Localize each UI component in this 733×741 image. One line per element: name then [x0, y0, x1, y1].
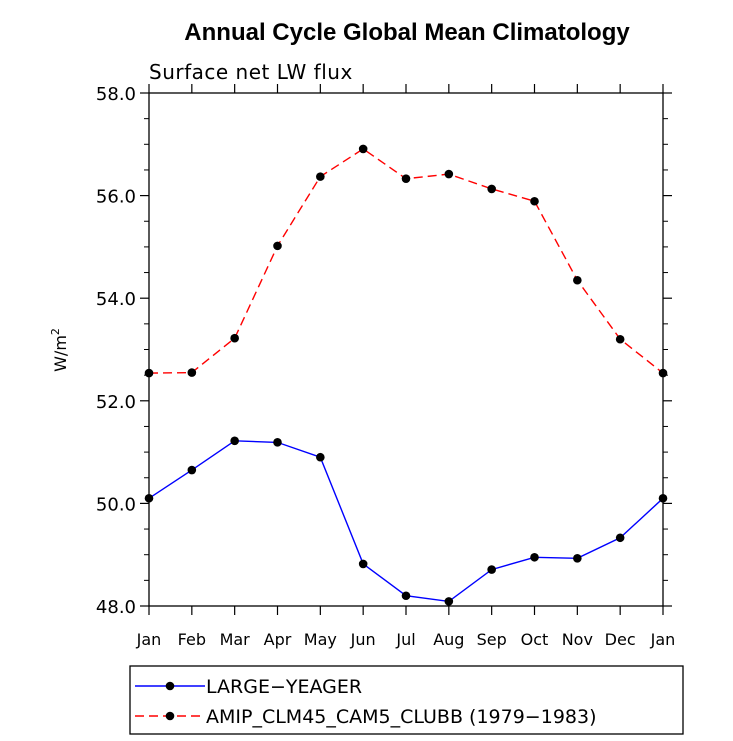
- y-tick-label: 58.0: [96, 84, 136, 105]
- x-tick-label: Dec: [605, 630, 636, 649]
- data-point-series-1: [658, 493, 668, 503]
- y-tick-label: 52.0: [96, 392, 136, 413]
- data-point-series-2: [401, 174, 411, 183]
- data-point-series-2: [358, 144, 368, 154]
- x-tick-label: Jul: [395, 630, 415, 649]
- axis-ticks: 48.0 50.0 52.0 54.0 56.0 58.0 Jan Feb Mar Apr May J…: [96, 84, 675, 649]
- x-tick-label: Aug: [433, 630, 464, 649]
- x-tick-label: Mar: [220, 630, 251, 649]
- x-tick-label: Oct: [521, 630, 549, 649]
- data-point-series-2: [530, 196, 539, 206]
- data-point-series-2: [230, 333, 239, 343]
- legend-marker-1: [165, 681, 175, 691]
- x-tick-label: Sep: [477, 630, 507, 649]
- y-axis-label-superscript: 2: [49, 328, 62, 335]
- chart-title: Annual Cycle Global Mean Climatology: [184, 19, 630, 46]
- x-tick-label: May: [304, 630, 337, 649]
- y-tick-label: 50.0: [96, 494, 136, 515]
- data-point-series-2: [316, 172, 325, 181]
- y-tick-label: 54.0: [96, 289, 136, 310]
- x-tick-label: Feb: [178, 630, 206, 649]
- data-point-series-2: [615, 334, 625, 344]
- series-line-1: [148, 440, 664, 603]
- data-point-series-1: [615, 533, 625, 543]
- data-point-series-2: [573, 275, 582, 285]
- legend-box: [129, 665, 684, 735]
- data-point-series-1: [573, 553, 582, 563]
- series-layer: [144, 144, 668, 606]
- x-tick-label: Jan: [650, 630, 676, 649]
- data-point-series-1: [487, 565, 496, 574]
- data-point-series-1: [358, 559, 368, 569]
- y-tick-label: 56.0: [96, 187, 136, 208]
- data-point-series-1: [530, 552, 539, 562]
- legend: LARGE−YEAGER AMIP_CLM45_CAM5_CLUBB (1979−…: [135, 676, 597, 728]
- x-tick-label: Jan: [136, 630, 162, 649]
- plot-frame: [148, 92, 664, 607]
- y-tick-label: 48.0: [96, 597, 136, 618]
- data-point-series-1: [444, 597, 454, 606]
- chart-subtitle: Surface net LW flux: [149, 60, 353, 84]
- data-point-series-1: [230, 436, 239, 446]
- data-point-series-2: [487, 184, 496, 194]
- legend-label-2: AMIP_CLM45_CAM5_CLUBB (1979−1983): [206, 706, 597, 728]
- data-point-series-1: [401, 591, 411, 601]
- data-point-series-2: [187, 368, 197, 377]
- data-point-series-1: [144, 493, 154, 503]
- x-tick-label: Jun: [350, 630, 376, 649]
- legend-label-1: LARGE−YEAGER: [206, 676, 362, 698]
- data-point-series-2: [444, 169, 454, 179]
- y-axis-label-text: W/m: [51, 335, 70, 372]
- legend-marker-2: [165, 711, 175, 721]
- x-tick-label: Apr: [264, 630, 292, 649]
- data-point-series-1: [316, 452, 325, 462]
- svg-text:W/m2: W/m2: [49, 328, 70, 372]
- data-point-series-1: [273, 438, 282, 447]
- x-tick-label: Nov: [562, 630, 593, 649]
- data-point-series-2: [273, 241, 282, 251]
- data-point-series-2: [658, 368, 668, 378]
- data-point-series-2: [144, 368, 154, 378]
- data-point-series-1: [187, 465, 197, 475]
- y-axis-label: W/m2: [49, 328, 70, 372]
